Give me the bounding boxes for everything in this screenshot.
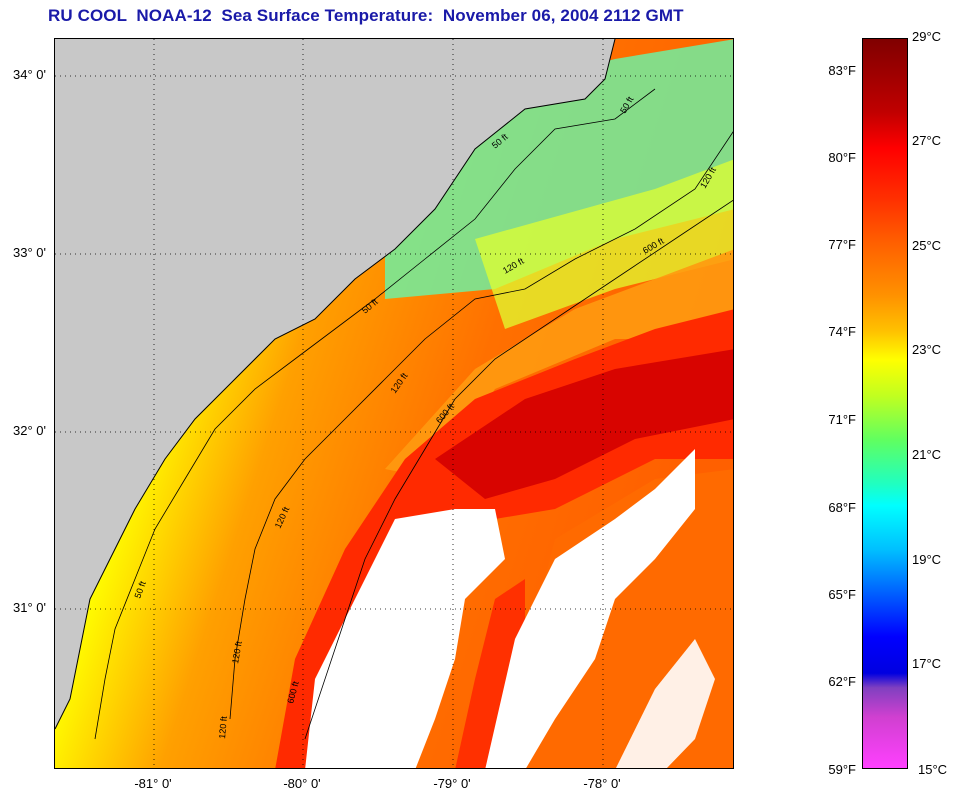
colorbar-celsius-label: 21°C [912, 447, 942, 462]
colorbar-fahrenheit-label: 62°F [828, 674, 856, 689]
lon-label-80: -80° 0' [283, 776, 321, 791]
contour-120ft [229, 131, 733, 720]
colorbar-fahrenheit-label: 71°F [828, 412, 856, 427]
lat-label-33: 33° 0' [13, 245, 46, 260]
contour-600ft [304, 199, 733, 740]
graticule [55, 39, 733, 768]
cloud-gap-red [455, 579, 525, 768]
lon-label-81: -81° 0' [134, 776, 172, 791]
colorbar-fahrenheit-label: 59°F [828, 762, 856, 777]
colorbar-celsius-label: 27°C [912, 133, 942, 148]
coastline [55, 39, 616, 730]
colorbar-celsius-label: 29°C [912, 29, 942, 44]
temperature-colorbar [862, 38, 908, 769]
sst-map-svg: 50 ft 50 ft 50 ft 50 ft 120 ft 120 ft 12… [55, 39, 733, 768]
colorbar-celsius-label: 25°C [912, 238, 942, 253]
lon-label-79: -79° 0' [433, 776, 471, 791]
colorbar-celsius-label: 23°C [912, 342, 942, 357]
colorbar-fahrenheit-label: 83°F [828, 63, 856, 78]
colorbar-fahrenheit-label: 74°F [828, 324, 856, 339]
lat-label-32: 32° 0' [13, 423, 46, 438]
colorbar-fahrenheit-label: 68°F [828, 500, 856, 515]
colorbar-celsius-label: 15°C [918, 762, 948, 777]
cloud-patch-3 [615, 639, 715, 768]
cloud-patch-1 [305, 509, 505, 768]
colorbar-fahrenheit-label: 77°F [828, 237, 856, 252]
colorbar-celsius-label: 17°C [912, 656, 942, 671]
gulf-stream-core [435, 349, 733, 499]
lon-label-78: -78° 0' [583, 776, 621, 791]
land-area [55, 39, 615, 729]
sst-map: 50 ft 50 ft 50 ft 50 ft 120 ft 120 ft 12… [54, 38, 734, 769]
colorbar-fahrenheit-label: 65°F [828, 587, 856, 602]
map-title: RU COOL NOAA-12 Sea Surface Temperature:… [48, 6, 684, 25]
colorbar-celsius-label: 19°C [912, 552, 942, 567]
contour-label: 120 ft [217, 715, 229, 739]
cloud-patch-2 [485, 449, 695, 768]
contour-50ft [94, 88, 656, 740]
lat-label-34: 34° 0' [13, 67, 46, 82]
lat-label-31: 31° 0' [13, 600, 46, 615]
contour-label: 120 ft [230, 640, 244, 664]
colorbar-fahrenheit-label: 80°F [828, 150, 856, 165]
